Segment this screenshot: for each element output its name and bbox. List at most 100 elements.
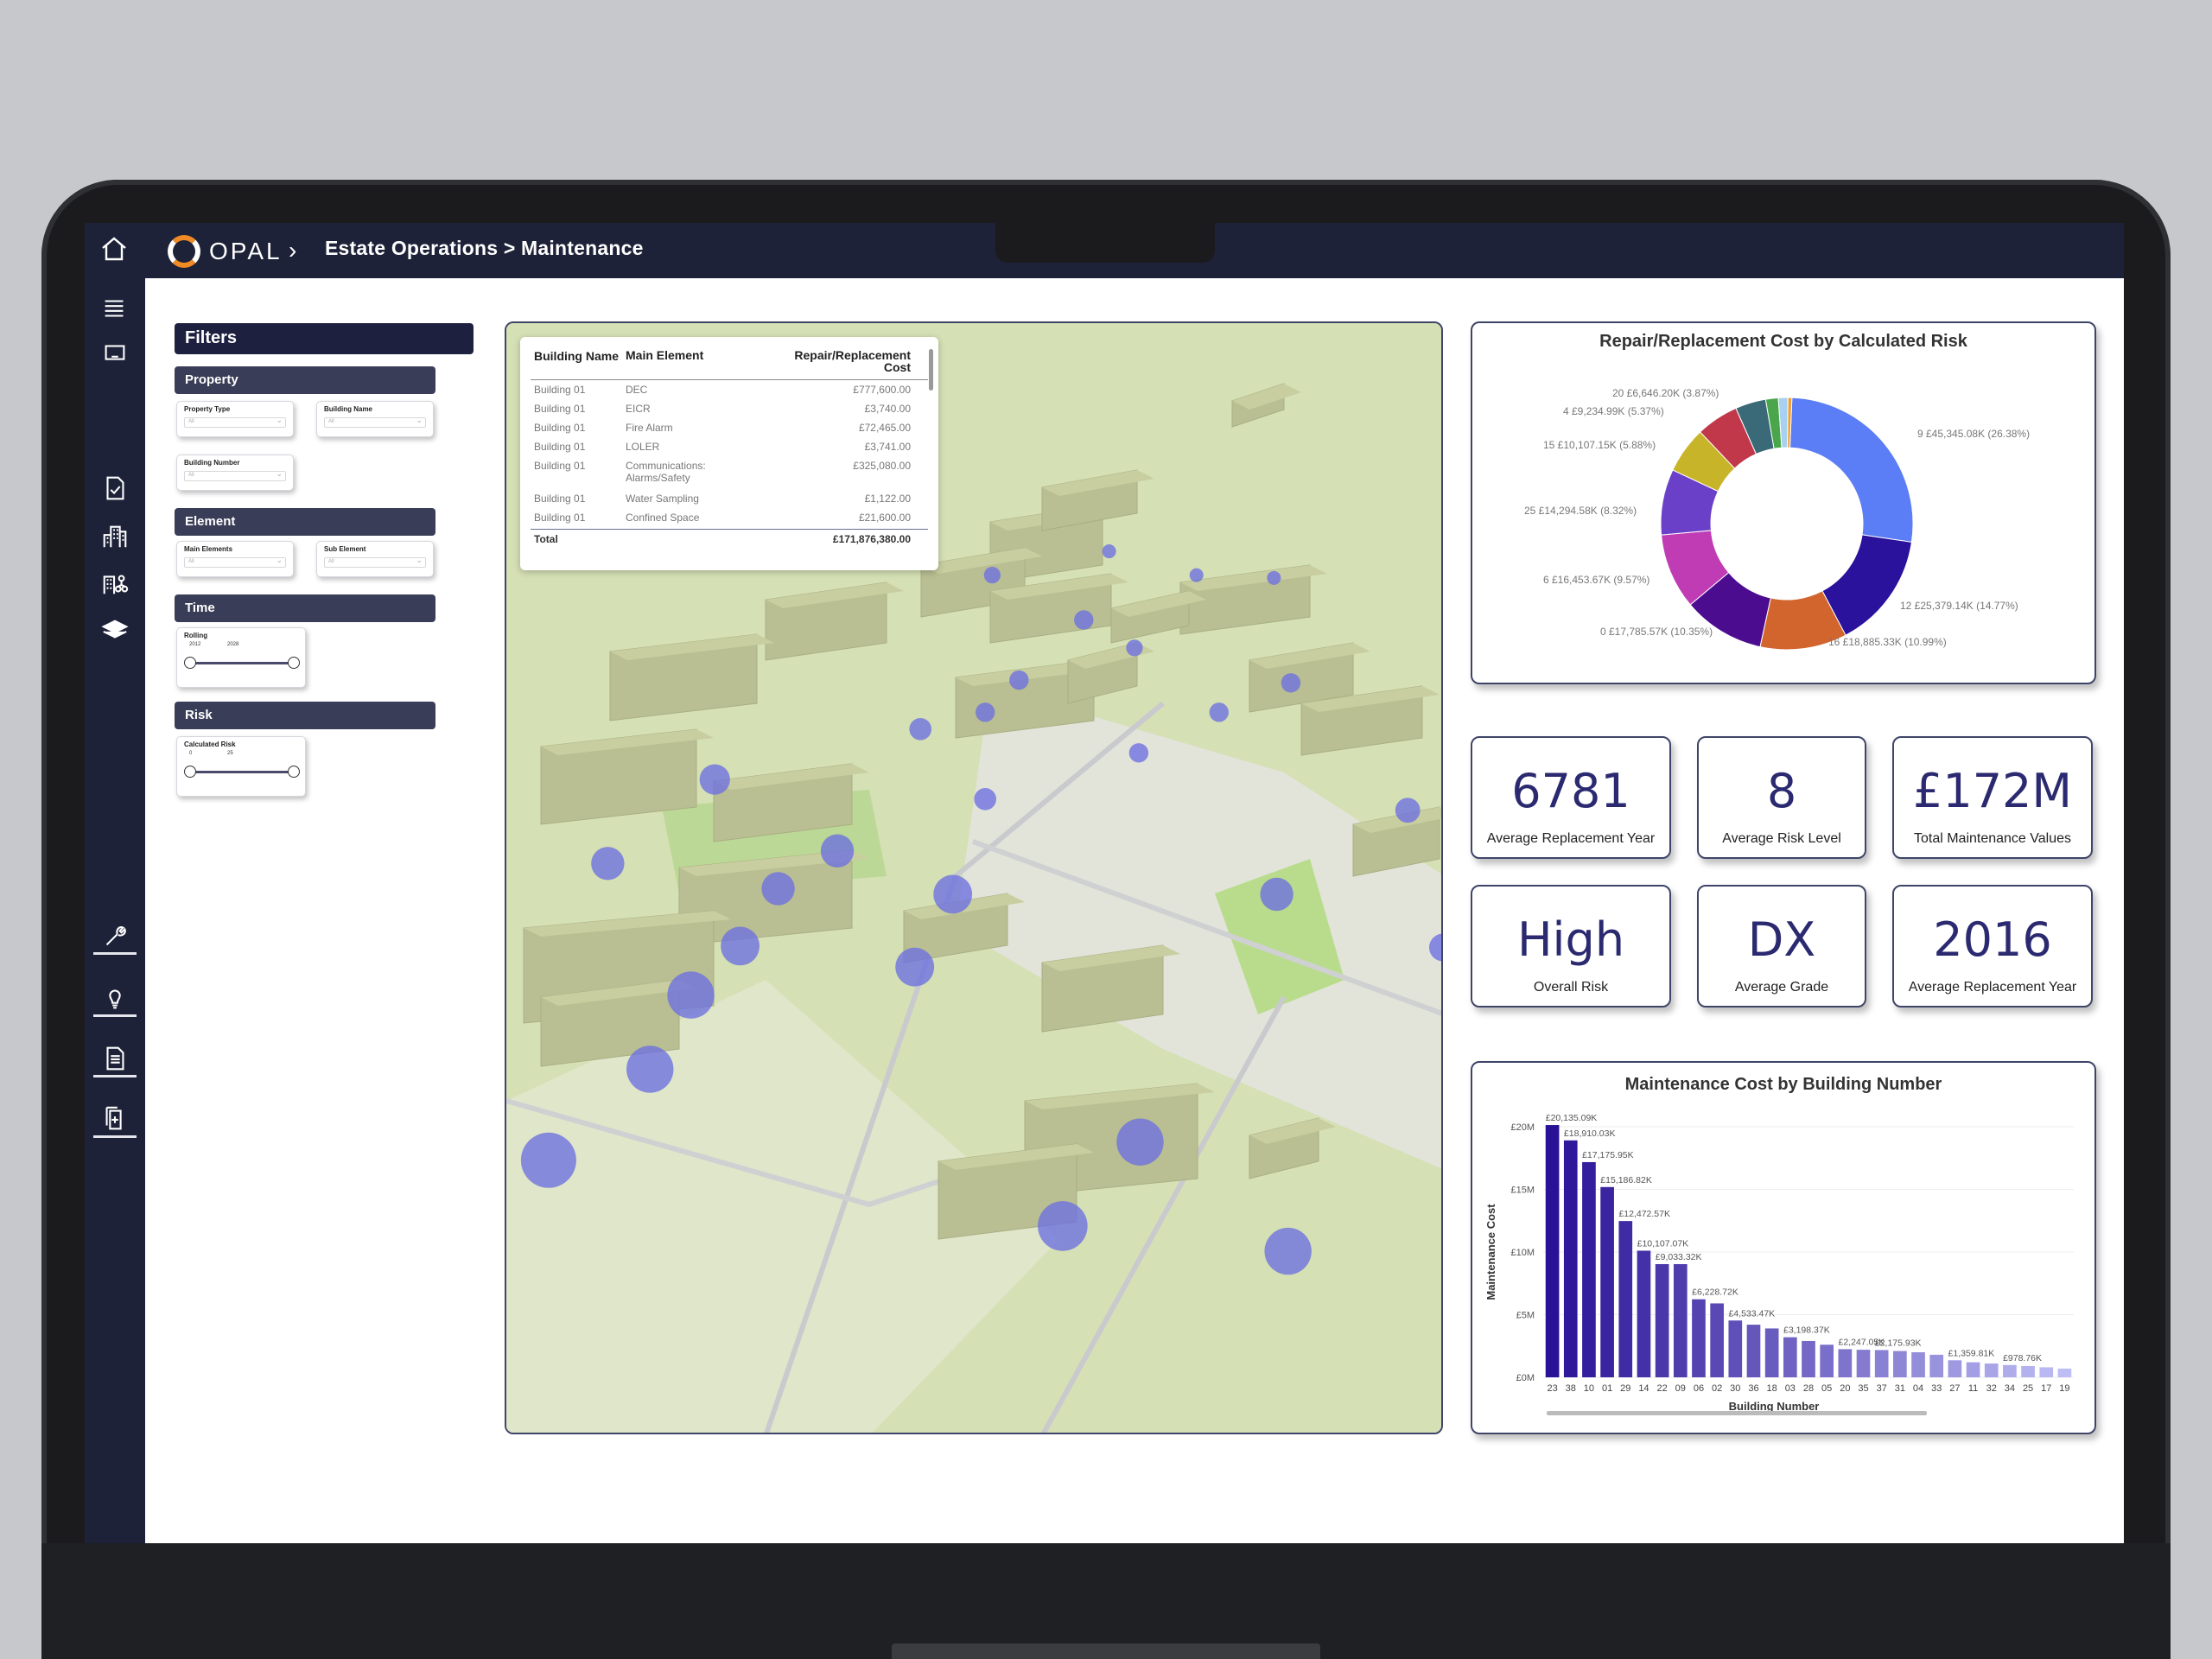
risk-slider-min-handle[interactable] <box>184 766 196 778</box>
table-row[interactable]: Building 01 Water Sampling £1,122.00 <box>531 489 928 508</box>
filter-section-property[interactable]: Property <box>175 366 435 394</box>
table-row[interactable]: Building 01 EICR £3,740.00 <box>531 399 928 418</box>
map-marker[interactable] <box>1074 610 1094 630</box>
map-marker[interactable] <box>667 971 715 1019</box>
bar[interactable] <box>1563 1140 1578 1377</box>
bar[interactable] <box>1838 1349 1853 1377</box>
bar[interactable] <box>1655 1264 1669 1377</box>
map-marker[interactable] <box>1116 1118 1164 1166</box>
tablet-icon[interactable] <box>85 332 145 375</box>
buildings-icon[interactable] <box>85 515 145 558</box>
risk-slider-track[interactable] <box>189 771 293 773</box>
property-type-select[interactable]: All <box>184 416 286 428</box>
map-marker[interactable] <box>1038 1201 1088 1251</box>
chart-scrollbar[interactable] <box>1547 1411 1927 1415</box>
donut-slice[interactable] <box>1789 397 1914 543</box>
bar[interactable] <box>1966 1362 1980 1377</box>
map-marker[interactable] <box>1189 568 1204 582</box>
filter-section-risk[interactable]: Risk <box>175 702 435 729</box>
property-type-filter[interactable]: Property Type All <box>176 401 294 437</box>
donut-slice[interactable] <box>1787 397 1793 448</box>
table-scrollbar[interactable] <box>929 349 933 391</box>
building-name-filter[interactable]: Building Name All <box>316 401 434 437</box>
map-marker[interactable] <box>895 947 935 987</box>
map-marker[interactable] <box>591 847 625 880</box>
bar[interactable] <box>2003 1364 2017 1377</box>
map-marker[interactable] <box>721 926 760 966</box>
map-marker[interactable] <box>1264 1227 1312 1275</box>
kpi-card[interactable]: DX Average Grade <box>1697 885 1866 1007</box>
lightbulb-icon[interactable] <box>85 976 145 1020</box>
building-name-select[interactable]: All <box>324 416 426 428</box>
bar[interactable] <box>1692 1299 1706 1377</box>
bar[interactable] <box>2021 1365 2035 1377</box>
map-marker[interactable] <box>1395 798 1421 823</box>
bar[interactable] <box>1893 1351 1907 1377</box>
map-marker[interactable] <box>976 702 995 722</box>
bar[interactable] <box>1600 1186 1614 1377</box>
table-row[interactable]: Building 01 Confined Space £21,600.00 <box>531 508 928 527</box>
kpi-card[interactable]: 8 Average Risk Level <box>1697 736 1866 859</box>
time-slider-filter[interactable]: Rolling 2012 2028 <box>176 627 306 688</box>
campus-3d-map[interactable]: Building Name Main Element Repair/Replac… <box>505 321 1443 1434</box>
bar[interactable] <box>1728 1320 1743 1377</box>
map-marker[interactable] <box>1128 743 1149 763</box>
wrench-icon[interactable] <box>85 914 145 957</box>
bar[interactable] <box>1929 1354 1944 1377</box>
building-network-icon[interactable] <box>85 562 145 605</box>
bar[interactable] <box>1582 1161 1596 1377</box>
map-marker[interactable] <box>1102 544 1116 559</box>
map-marker[interactable] <box>974 788 996 810</box>
map-marker[interactable] <box>1126 639 1143 657</box>
map-marker[interactable] <box>909 718 932 741</box>
map-canvas[interactable] <box>506 323 1443 1434</box>
bar[interactable] <box>1618 1221 1633 1377</box>
kpi-card[interactable]: 2016 Average Replacement Year <box>1892 885 2093 1007</box>
menu-icon[interactable] <box>85 287 145 330</box>
table-row[interactable]: Building 01 DEC £777,600.00 <box>531 380 928 399</box>
time-slider-track[interactable] <box>189 662 293 664</box>
map-marker[interactable] <box>520 1132 576 1188</box>
bar[interactable] <box>2039 1367 2054 1377</box>
column-header[interactable]: Main Element <box>626 348 704 362</box>
bar[interactable] <box>1856 1350 1871 1377</box>
kpi-card[interactable]: £172M Total Maintenance Values <box>1892 736 2093 859</box>
bar[interactable] <box>1984 1363 1999 1377</box>
map-marker[interactable] <box>820 834 855 868</box>
map-marker[interactable] <box>1260 877 1294 912</box>
map-marker[interactable] <box>1209 702 1229 722</box>
table-row[interactable]: Building 01 Communications: Alarms/Safety… <box>531 456 928 489</box>
breadcrumb[interactable]: Estate Operations > Maintenance <box>325 237 644 259</box>
bar[interactable] <box>1802 1340 1815 1377</box>
bar[interactable] <box>1911 1352 1925 1377</box>
time-slider-max-handle[interactable] <box>288 657 300 669</box>
bar[interactable] <box>1948 1360 1962 1377</box>
column-header[interactable]: Repair/Replacement Cost <box>794 348 911 374</box>
filter-section-element[interactable]: Element <box>175 508 435 536</box>
risk-slider-max-handle[interactable] <box>288 766 300 778</box>
bar[interactable] <box>1820 1344 1834 1377</box>
filter-section-time[interactable]: Time <box>175 594 435 622</box>
kpi-card[interactable]: 6781 Average Replacement Year <box>1471 736 1671 859</box>
table-row[interactable]: Building 01 Fire Alarm £72,465.00 <box>531 418 928 437</box>
map-marker[interactable] <box>983 567 1001 584</box>
building-number-select[interactable]: All <box>184 469 286 481</box>
main-elements-select[interactable]: All <box>184 556 286 568</box>
sub-element-select[interactable]: All <box>324 556 426 568</box>
report-icon[interactable] <box>85 1037 145 1080</box>
bar[interactable] <box>1545 1125 1560 1377</box>
donut-chart[interactable] <box>1472 323 2094 683</box>
map-marker[interactable] <box>933 874 973 914</box>
bar[interactable] <box>1783 1337 1797 1377</box>
map-marker[interactable] <box>1267 570 1281 585</box>
sub-element-filter[interactable]: Sub Element All <box>316 541 434 577</box>
table-row[interactable]: Building 01 LOLER £3,741.00 <box>531 437 928 456</box>
risk-slider-filter[interactable]: Calculated Risk 0 25 <box>176 736 306 797</box>
main-elements-filter[interactable]: Main Elements All <box>176 541 294 577</box>
kpi-card[interactable]: High Overall Risk <box>1471 885 1671 1007</box>
home-icon[interactable] <box>99 233 131 266</box>
bar[interactable] <box>1764 1328 1779 1377</box>
bar[interactable] <box>1746 1325 1761 1377</box>
document-check-icon[interactable] <box>85 467 145 510</box>
map-marker[interactable] <box>626 1046 674 1093</box>
